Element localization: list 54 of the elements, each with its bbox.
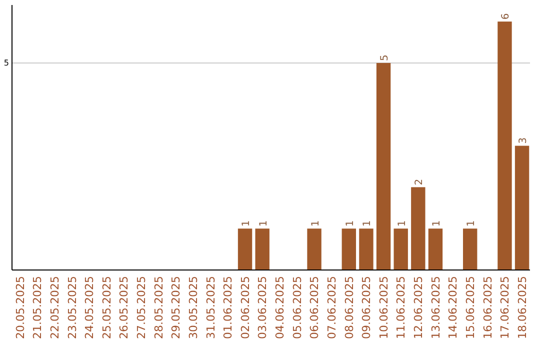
bar [255, 228, 270, 270]
bar [428, 228, 443, 270]
x-tick-label: 16.06.2025 [481, 276, 494, 339]
x-tick-label: 06.06.2025 [308, 276, 322, 339]
bar [498, 22, 512, 270]
x-tick-label: 11.06.2025 [394, 276, 408, 339]
data-label: 1 [241, 220, 252, 227]
x-tick-label: 28.05.2025 [152, 276, 166, 339]
x-tick-label: 05.06.2025 [290, 276, 304, 339]
data-label: 1 [310, 220, 322, 227]
bar [411, 187, 426, 270]
data-label: 1 [431, 220, 442, 227]
x-tick-label: 09.06.2025 [360, 276, 374, 339]
x-tick-label: 25.05.2025 [100, 276, 114, 339]
x-tick-label: 14.06.2025 [446, 276, 460, 339]
x-tick-label: 02.06.2025 [238, 276, 252, 339]
bar [514, 146, 530, 270]
x-tick-label: 18.06.2025 [516, 276, 529, 339]
x-tick-label: 12.06.2025 [412, 276, 426, 339]
data-label: 6 [500, 13, 512, 20]
bar [238, 228, 252, 270]
bar [463, 228, 478, 270]
x-tick-label: 26.05.2025 [118, 276, 131, 339]
x-tick-label: 27.05.2025 [135, 276, 148, 339]
data-label: 2 [414, 178, 426, 186]
x-tick-label: 04.06.2025 [274, 276, 287, 339]
x-tick-label: 21.05.2025 [31, 276, 44, 339]
bar [376, 62, 391, 270]
data-label: 1 [344, 220, 356, 227]
x-tick-label: 22.05.2025 [48, 276, 62, 339]
bar [359, 228, 374, 270]
x-tick-label: 01.06.2025 [222, 276, 235, 339]
x-tick-label: 15.06.2025 [464, 276, 477, 339]
x-tick-label: 23.05.2025 [66, 276, 79, 339]
data-label: 1 [396, 220, 408, 227]
data-label: 1 [466, 220, 478, 227]
x-tick-label: 24.05.2025 [83, 276, 96, 339]
data-label: 1 [362, 220, 374, 227]
x-tick-label: 13.06.2025 [429, 276, 442, 339]
data-label: 1 [258, 220, 270, 227]
x-tick-label: 17.06.2025 [498, 276, 512, 339]
x-tick-label: 03.06.2025 [256, 276, 270, 339]
bar [394, 228, 408, 270]
data-label: 5 [380, 54, 391, 61]
bar [342, 228, 356, 270]
data-label: 3 [518, 137, 530, 144]
x-tick-label: 31.05.2025 [204, 276, 218, 339]
x-tick-label: 20.05.2025 [14, 276, 27, 339]
bar [307, 228, 322, 270]
x-tick-label: 30.05.2025 [186, 276, 200, 339]
x-tick-label: 10.06.2025 [377, 276, 390, 339]
x-tick-label: 07.06.2025 [325, 276, 338, 339]
x-tick-label: 29.05.2025 [170, 276, 183, 339]
x-tick-label: 08.06.2025 [342, 276, 356, 339]
